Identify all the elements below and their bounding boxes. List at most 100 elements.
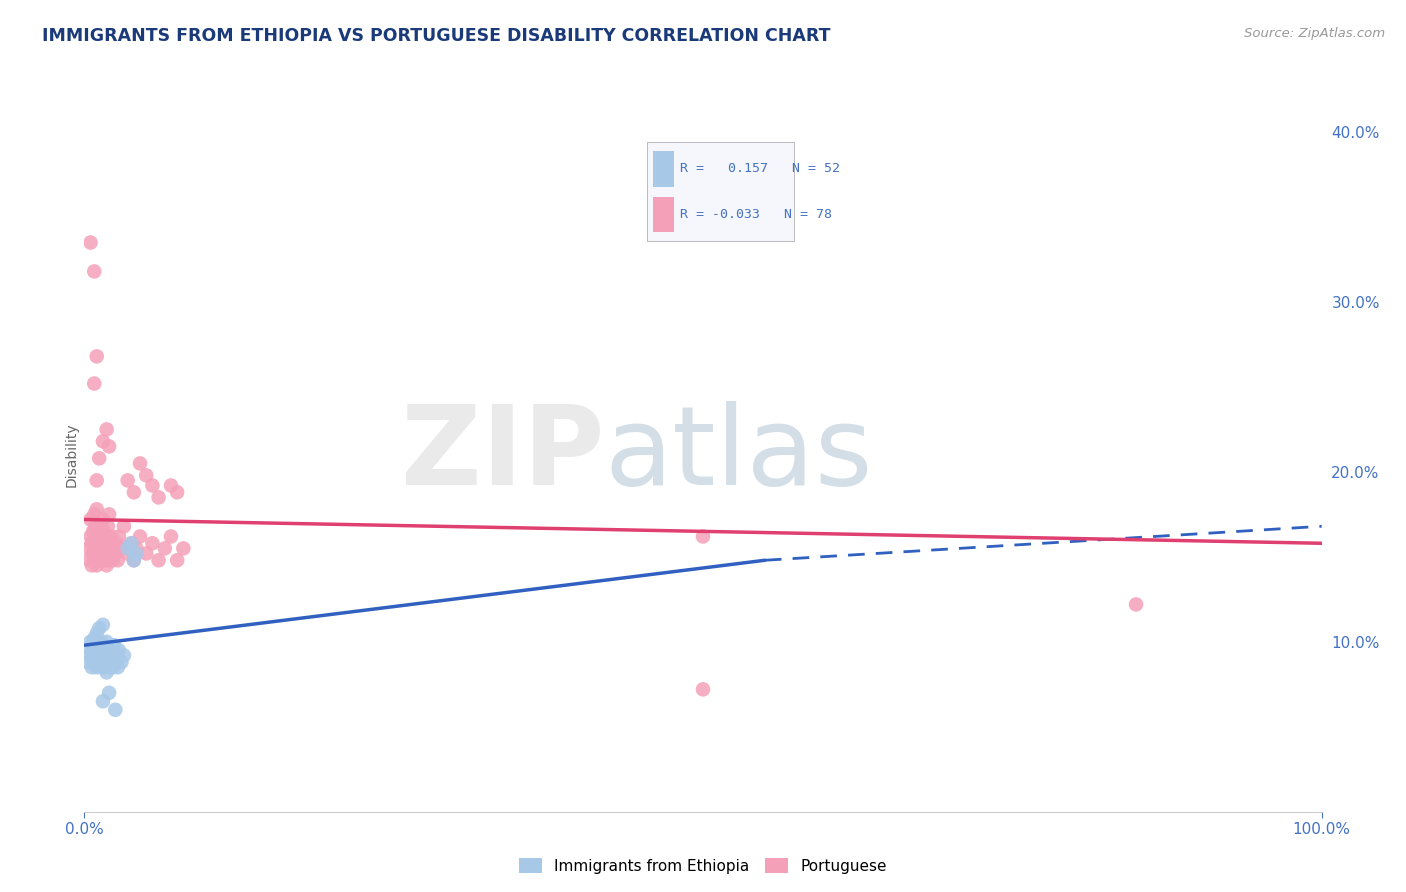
Point — [97, 652, 120, 666]
Point — [692, 682, 714, 697]
Point — [100, 648, 122, 663]
Point — [87, 546, 110, 560]
Point — [89, 519, 111, 533]
Point — [94, 536, 117, 550]
Text: R = -0.033   N = 78: R = -0.033 N = 78 — [679, 208, 831, 220]
Point — [83, 632, 105, 646]
Point — [125, 541, 148, 556]
Point — [91, 638, 114, 652]
Point — [86, 350, 108, 364]
Point — [91, 694, 114, 708]
Point — [96, 422, 118, 436]
Point — [135, 546, 157, 560]
Point — [80, 638, 103, 652]
Point — [98, 553, 121, 567]
Point — [135, 468, 157, 483]
Point — [110, 541, 132, 556]
Point — [100, 529, 122, 543]
Point — [112, 519, 135, 533]
Y-axis label: Disability: Disability — [65, 423, 79, 487]
Point — [82, 643, 104, 657]
Point — [89, 648, 111, 663]
Point — [98, 541, 121, 556]
Point — [83, 508, 105, 522]
Point — [104, 655, 127, 669]
Point — [120, 536, 142, 550]
Point — [82, 524, 104, 539]
Point — [160, 529, 183, 543]
Point — [89, 553, 111, 567]
Text: Source: ZipAtlas.com: Source: ZipAtlas.com — [1244, 27, 1385, 40]
Point — [87, 652, 110, 666]
Point — [94, 643, 117, 657]
Point — [93, 541, 115, 556]
Point — [148, 553, 170, 567]
Point — [90, 529, 112, 543]
Point — [91, 536, 114, 550]
Point — [120, 536, 142, 550]
Point — [82, 652, 104, 666]
Text: ZIP: ZIP — [401, 401, 605, 508]
Point — [86, 660, 108, 674]
Point — [93, 524, 115, 539]
Point — [86, 536, 108, 550]
Point — [104, 703, 127, 717]
Point — [83, 376, 105, 391]
Point — [90, 643, 112, 657]
Point — [84, 640, 107, 654]
Point — [129, 529, 152, 543]
Point — [86, 502, 108, 516]
Point — [79, 553, 101, 567]
Point — [90, 546, 112, 560]
Point — [105, 536, 128, 550]
Point — [104, 546, 127, 560]
Point — [79, 512, 101, 526]
Point — [148, 491, 170, 505]
Point — [108, 529, 131, 543]
Point — [129, 457, 152, 471]
Point — [108, 643, 131, 657]
Point — [77, 655, 100, 669]
Point — [98, 655, 121, 669]
Point — [80, 660, 103, 674]
Point — [98, 660, 121, 674]
Point — [97, 519, 120, 533]
Point — [107, 553, 129, 567]
Text: R =   0.157   N = 52: R = 0.157 N = 52 — [679, 162, 839, 176]
Point — [117, 474, 139, 488]
Point — [89, 635, 111, 649]
Point — [79, 648, 101, 663]
Point — [91, 617, 114, 632]
Point — [107, 660, 129, 674]
Point — [86, 626, 108, 640]
Point — [101, 660, 124, 674]
Point — [117, 541, 139, 556]
Point — [83, 553, 105, 567]
Point — [96, 529, 118, 543]
Point — [80, 558, 103, 573]
Text: atlas: atlas — [605, 401, 873, 508]
Point — [1125, 598, 1147, 612]
Point — [89, 541, 111, 556]
Point — [98, 686, 121, 700]
Legend: Immigrants from Ethiopia, Portuguese: Immigrants from Ethiopia, Portuguese — [513, 852, 893, 880]
Point — [692, 529, 714, 543]
Point — [98, 643, 121, 657]
Point — [79, 635, 101, 649]
Point — [90, 655, 112, 669]
Point — [96, 635, 118, 649]
Point — [103, 638, 125, 652]
Point — [79, 643, 101, 657]
Point — [94, 655, 117, 669]
Point — [172, 541, 194, 556]
Point — [89, 621, 111, 635]
Point — [166, 485, 188, 500]
Point — [105, 648, 128, 663]
Point — [110, 655, 132, 669]
Bar — [654, 152, 673, 186]
Point — [153, 541, 176, 556]
Point — [89, 536, 111, 550]
Point — [89, 451, 111, 466]
Point — [86, 474, 108, 488]
Point — [91, 434, 114, 449]
